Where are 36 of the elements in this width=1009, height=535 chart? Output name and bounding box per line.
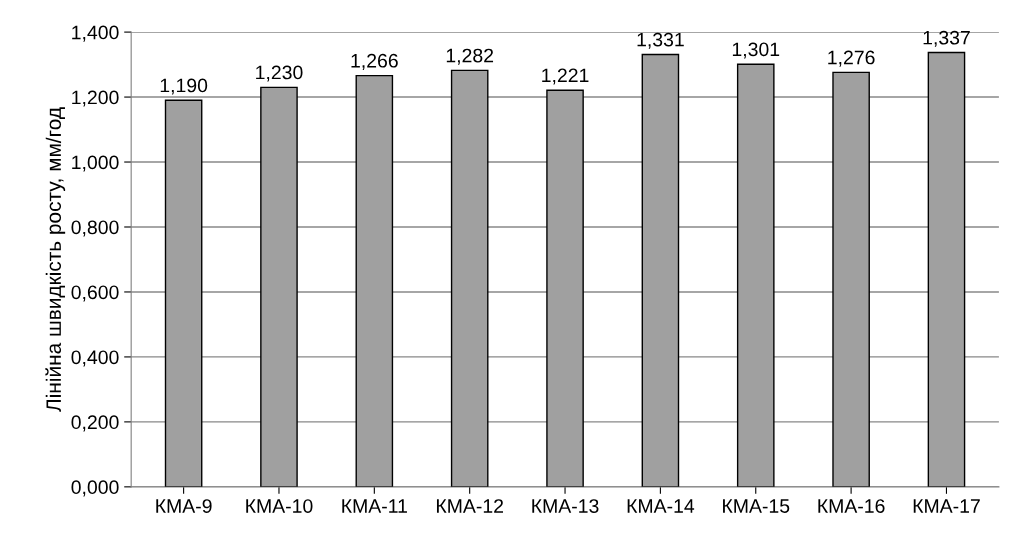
x-tick-label: КМА-14 [627, 499, 695, 513]
data-label: 1,190 [160, 78, 208, 95]
y-tick-label: 0,600 [71, 285, 119, 302]
bar [164, 99, 203, 487]
y-tick-label: 1,400 [72, 25, 119, 42]
y-axis-title: Лінійна швидкість росту, мм/год [45, 107, 66, 412]
y-tick-label: 0,800 [71, 220, 119, 237]
y-tick-label: 1,200 [72, 90, 119, 107]
x-tick-label: КМА-9 [156, 499, 212, 513]
y-tick-label: 0,000 [71, 480, 119, 497]
bar [355, 74, 394, 487]
y-tick-label: 0,200 [71, 415, 119, 432]
bar [546, 89, 584, 487]
x-tick-label: КМА-11 [342, 499, 407, 513]
y-tick-label: 0,400 [71, 350, 119, 367]
x-tick-label: КМА-16 [818, 499, 885, 513]
data-label: 1,301 [732, 42, 780, 59]
data-label: 1,221 [542, 68, 589, 85]
data-label: 1,230 [256, 65, 303, 82]
x-tick-label: КМА-17 [913, 499, 980, 513]
bar [641, 53, 680, 487]
data-label: 1,337 [923, 30, 970, 47]
bar [832, 71, 870, 487]
y-tick-label: 1,000 [72, 155, 119, 172]
data-label: 1,282 [446, 48, 494, 65]
x-tick-label: КМА-15 [723, 499, 790, 513]
bar [927, 51, 966, 487]
x-tick-label: КМА-12 [436, 499, 504, 513]
bar [736, 63, 775, 487]
data-label: 1,266 [351, 53, 398, 70]
bar [260, 86, 298, 487]
data-label: 1,331 [637, 32, 684, 49]
x-tick-label: КМА-13 [532, 499, 599, 513]
data-label: 1,276 [828, 50, 875, 67]
x-tick-label: КМА-10 [246, 499, 313, 513]
bar [450, 69, 489, 487]
